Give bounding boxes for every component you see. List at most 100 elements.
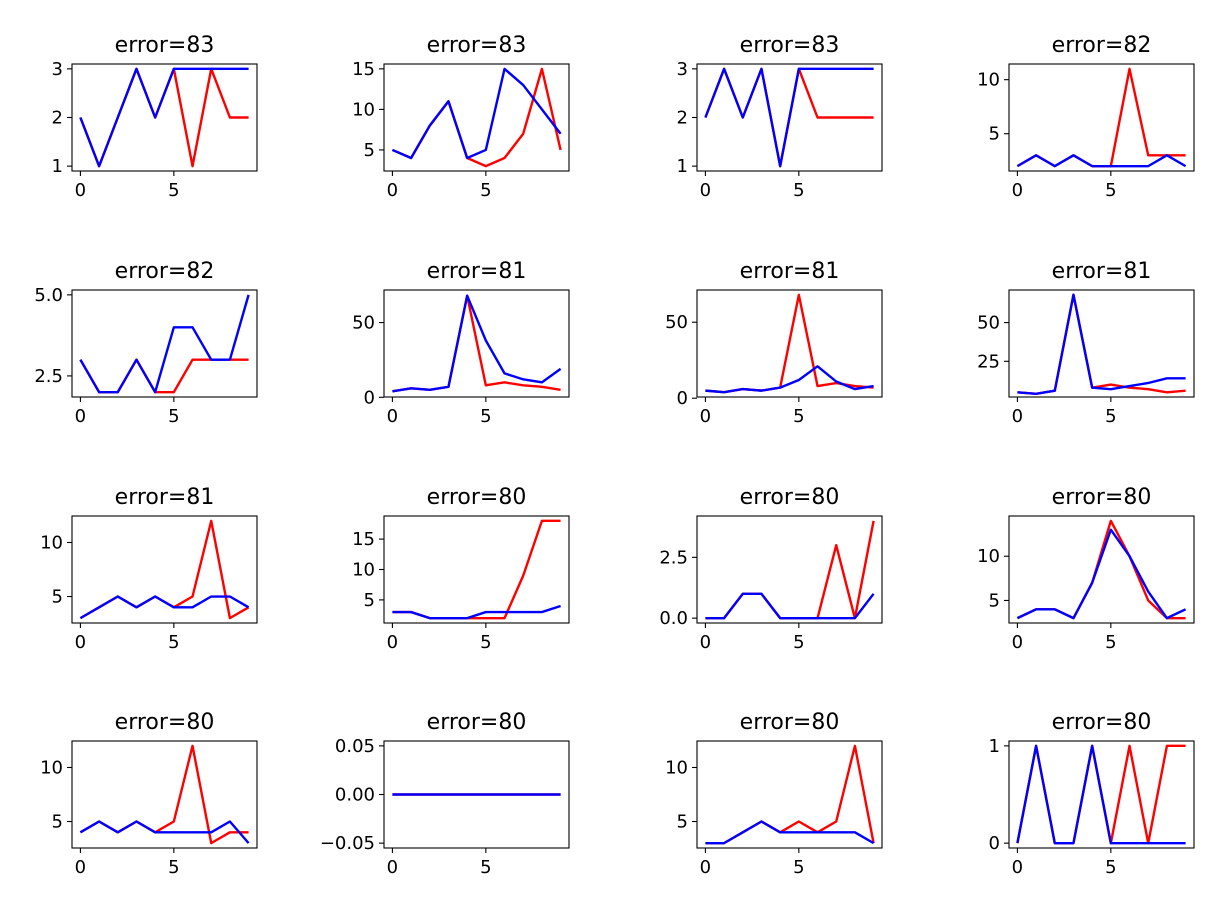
subplot-title: error=82: [115, 259, 215, 284]
subplot-title: error=80: [427, 485, 527, 510]
y-tick-label: 2.5: [659, 547, 688, 568]
red-series-line: [391, 67, 562, 168]
blue-series-line: [79, 595, 250, 620]
x-tick-label: 5: [793, 632, 804, 653]
red-series-line: [705, 744, 875, 845]
x-tick-label: 0: [387, 857, 398, 878]
subplot-title: error=80: [1052, 485, 1152, 510]
x-tick-label: 0: [1012, 180, 1023, 201]
axes-frame: [1008, 740, 1195, 849]
x-tick-label: 5: [480, 857, 491, 878]
y-tick-label: −0.05: [320, 833, 375, 854]
y-tick-label: 0.0: [659, 608, 688, 629]
y-tick-label: 0.05: [335, 736, 375, 757]
x-tick-label: 5: [480, 180, 491, 201]
x-tick-label: 0: [75, 406, 86, 427]
y-tick-label: 50: [665, 312, 688, 333]
blue-series-line: [79, 67, 249, 168]
y-tick-label: 2.5: [34, 366, 63, 387]
x-tick-label: 5: [1105, 180, 1116, 201]
y-tick-label: 5: [52, 812, 63, 833]
axes-frame: [1008, 63, 1195, 172]
axes-frame: [71, 289, 258, 398]
y-tick-label: 1: [52, 156, 63, 177]
subplot-4: error=82 0 5 5 10: [977, 33, 1195, 201]
y-tick-label: 0: [677, 388, 688, 409]
red-series-line: [1016, 67, 1186, 168]
red-series-line: [705, 293, 874, 394]
axes-frame: [71, 515, 258, 624]
x-tick-label: 5: [1105, 632, 1116, 653]
blue-series-line: [705, 365, 874, 394]
x-tick-label: 0: [1012, 632, 1023, 653]
subplot-title: error=82: [1052, 33, 1152, 58]
red-series-line: [1016, 519, 1186, 620]
x-tick-label: 5: [1105, 406, 1116, 427]
subplot-title: error=81: [740, 259, 840, 284]
subplot-5: error=82 0 5 2.5 5.0: [34, 259, 258, 427]
y-tick-label: 3: [677, 59, 688, 80]
axes-frame: [383, 289, 570, 398]
axes-frame: [696, 515, 883, 624]
axes-frame: [696, 740, 883, 849]
x-tick-label: 5: [793, 857, 804, 878]
y-tick-label: 0.00: [335, 785, 375, 806]
y-tick-label: 1: [677, 156, 688, 177]
subplot-15: error=80 0 5 5 10: [665, 710, 883, 878]
subplot-title: error=80: [740, 710, 840, 735]
x-tick-label: 0: [75, 857, 86, 878]
y-tick-label: 3: [52, 59, 63, 80]
x-tick-label: 0: [700, 180, 711, 201]
axes-frame: [1008, 289, 1195, 398]
axes-frame: [71, 740, 258, 849]
y-tick-label: 50: [977, 313, 1000, 334]
y-tick-label: 15: [352, 529, 375, 550]
x-tick-label: 5: [168, 406, 179, 427]
subplot-title: error=81: [115, 485, 215, 510]
y-tick-label: 5: [364, 590, 375, 611]
y-tick-label: 10: [977, 546, 1000, 567]
x-tick-label: 0: [700, 632, 711, 653]
y-tick-label: 50: [352, 313, 375, 334]
axes-frame: [1008, 515, 1195, 624]
red-series-line: [392, 519, 561, 620]
y-tick-label: 5: [52, 587, 63, 608]
subplot-title: error=83: [427, 33, 527, 58]
axes-frame: [383, 515, 570, 624]
subplot-14: error=80 0 5 −0.05 0.00 0.05: [320, 710, 570, 878]
y-tick-label: 10: [40, 757, 63, 778]
subplot-title: error=80: [740, 485, 840, 510]
blue-series-line: [1016, 528, 1187, 620]
x-tick-label: 0: [387, 632, 398, 653]
blue-series-line: [1017, 293, 1186, 396]
x-tick-label: 5: [1105, 857, 1116, 878]
blue-series-line: [79, 294, 250, 394]
subplot-title: error=81: [1052, 259, 1152, 284]
red-series-line: [79, 358, 249, 394]
y-tick-label: 5: [677, 812, 688, 833]
x-tick-label: 0: [387, 180, 398, 201]
subplot-1: error=83 0 5 1 2 3: [52, 33, 258, 201]
blue-series-line: [392, 604, 561, 620]
y-tick-label: 5.0: [34, 285, 63, 306]
x-tick-label: 0: [1012, 857, 1023, 878]
y-tick-label: 5: [989, 590, 1000, 611]
y-tick-label: 0: [364, 387, 375, 408]
x-tick-label: 0: [700, 406, 711, 427]
y-tick-label: 10: [665, 757, 688, 778]
blue-series-line: [392, 294, 562, 393]
subplot-title: error=83: [740, 33, 840, 58]
x-tick-label: 0: [75, 180, 86, 201]
x-tick-label: 5: [480, 632, 491, 653]
x-tick-label: 0: [75, 632, 86, 653]
x-tick-label: 5: [793, 406, 804, 427]
x-tick-label: 5: [168, 180, 179, 201]
subplot-11: error=80 0 5 0.0 2.5: [659, 485, 883, 653]
red-series-line: [705, 520, 875, 620]
